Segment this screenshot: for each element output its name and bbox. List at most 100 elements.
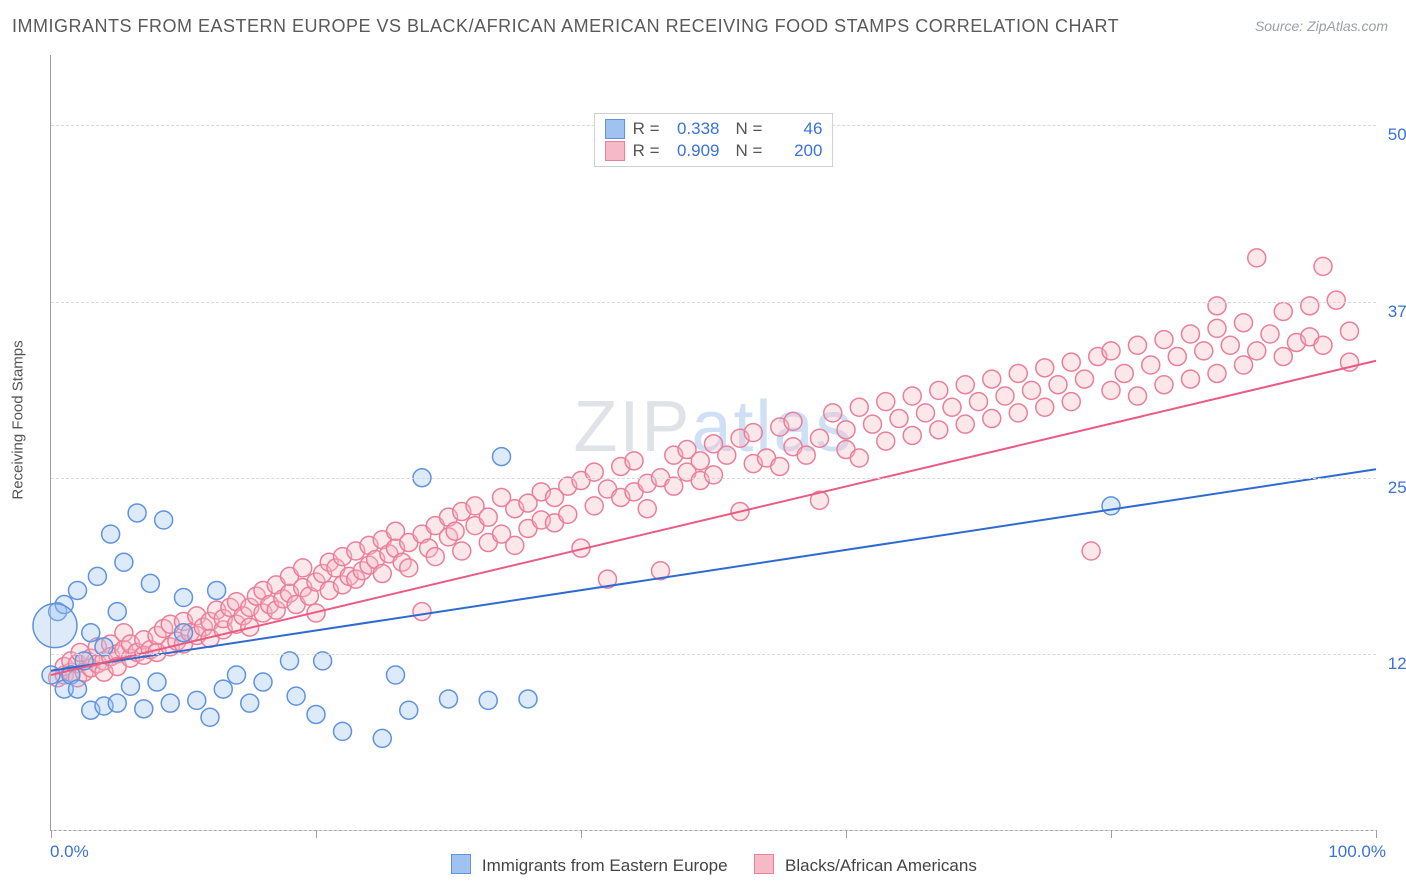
- x-axis-tick: [1376, 830, 1377, 838]
- scatter-point: [1208, 297, 1226, 315]
- scatter-point: [705, 466, 723, 484]
- scatter-point: [400, 701, 418, 719]
- scatter-point: [1155, 376, 1173, 394]
- scatter-point: [175, 624, 193, 642]
- plot-area: ZIPatlas R = 0.338 N = 46 R = 0.909 N = …: [50, 55, 1376, 831]
- scatter-point: [1076, 370, 1094, 388]
- scatter-point: [1102, 497, 1120, 515]
- scatter-point: [1142, 356, 1160, 374]
- scatter-point: [1102, 381, 1120, 399]
- scatter-point: [128, 504, 146, 522]
- x-axis-tick: [51, 830, 52, 838]
- gridline: [51, 478, 1376, 479]
- scatter-point: [1327, 291, 1345, 309]
- scatter-point: [1182, 370, 1200, 388]
- scatter-point: [1115, 364, 1133, 382]
- scatter-point: [1221, 336, 1239, 354]
- scatter-point: [625, 452, 643, 470]
- scatter-point: [638, 500, 656, 518]
- scatter-point: [1341, 322, 1359, 340]
- scatter-point: [1062, 353, 1080, 371]
- scatter-point: [1261, 325, 1279, 343]
- scatter-point: [413, 603, 431, 621]
- scatter-point: [102, 525, 120, 543]
- scatter-point: [996, 387, 1014, 405]
- scatter-point: [214, 680, 232, 698]
- scatter-point: [744, 424, 762, 442]
- source-label: Source: ZipAtlas.com: [1255, 18, 1388, 34]
- scatter-point: [446, 522, 464, 540]
- scatter-point: [161, 694, 179, 712]
- gridline: [51, 654, 1376, 655]
- scatter-point: [1155, 331, 1173, 349]
- scatter-point: [307, 705, 325, 723]
- scatter-point: [175, 589, 193, 607]
- scatter-point: [1195, 342, 1213, 360]
- scatter-point: [426, 548, 444, 566]
- scatter-point: [1082, 542, 1100, 560]
- scatter-point: [519, 690, 537, 708]
- scatter-point: [930, 421, 948, 439]
- y-axis-tick-label: 12.5%: [1388, 654, 1406, 674]
- gridline: [51, 302, 1376, 303]
- swatch-blue-icon: [451, 854, 471, 874]
- scatter-point: [373, 565, 391, 583]
- regression-line: [51, 469, 1376, 670]
- scatter-point: [1301, 297, 1319, 315]
- legend-label-blue: Immigrants from Eastern Europe: [482, 856, 728, 875]
- scatter-point-large: [33, 604, 77, 648]
- scatter-point: [983, 410, 1001, 428]
- legend-row-blue: R = 0.338 N = 46: [605, 118, 823, 140]
- scatter-point: [148, 673, 166, 691]
- scatter-point: [141, 574, 159, 592]
- scatter-point: [1009, 404, 1027, 422]
- scatter-point: [718, 446, 736, 464]
- scatter-point: [1274, 348, 1292, 366]
- scatter-point: [1129, 387, 1147, 405]
- scatter-point: [943, 398, 961, 416]
- scatter-point: [691, 452, 709, 470]
- x-axis-tick: [581, 830, 582, 838]
- chart-title: IMMIGRANTS FROM EASTERN EUROPE VS BLACK/…: [12, 16, 1119, 37]
- scatter-point: [208, 581, 226, 599]
- scatter-point: [877, 393, 895, 411]
- scatter-point: [850, 398, 868, 416]
- scatter-point: [155, 511, 173, 529]
- scatter-point: [69, 581, 87, 599]
- scatter-point: [400, 559, 418, 577]
- y-axis-tick-label: 50.0%: [1388, 125, 1406, 145]
- y-axis-tick-label: 25.0%: [1388, 478, 1406, 498]
- swatch-pink: [605, 141, 625, 161]
- legend-row-pink: R = 0.909 N = 200: [605, 140, 823, 162]
- scatter-point: [241, 694, 259, 712]
- scatter-point: [877, 432, 895, 450]
- scatter-point: [1062, 393, 1080, 411]
- scatter-point: [1009, 364, 1027, 382]
- scatter-point: [1036, 359, 1054, 377]
- chart-root: IMMIGRANTS FROM EASTERN EUROPE VS BLACK/…: [0, 0, 1406, 892]
- scatter-point: [440, 690, 458, 708]
- scatter-point: [479, 691, 497, 709]
- scatter-point: [122, 677, 140, 695]
- scatter-point: [1023, 381, 1041, 399]
- y-axis-tick-label: 37.5%: [1388, 302, 1406, 322]
- x-axis-tick: [316, 830, 317, 838]
- scatter-point: [797, 446, 815, 464]
- scatter-point: [1208, 319, 1226, 337]
- scatter-point: [201, 708, 219, 726]
- scatter-point: [287, 687, 305, 705]
- scatter-point: [903, 426, 921, 444]
- scatter-point: [1129, 336, 1147, 354]
- scatter-point: [970, 393, 988, 411]
- scatter-point: [1314, 336, 1332, 354]
- scatter-point: [228, 666, 246, 684]
- scatter-point: [1102, 342, 1120, 360]
- scatter-point: [903, 387, 921, 405]
- scatter-point: [956, 415, 974, 433]
- scatter-point: [864, 415, 882, 433]
- scatter-point: [811, 429, 829, 447]
- scatter-point: [387, 666, 405, 684]
- scatter-point: [824, 404, 842, 422]
- scatter-point: [108, 603, 126, 621]
- regression-line: [51, 361, 1376, 675]
